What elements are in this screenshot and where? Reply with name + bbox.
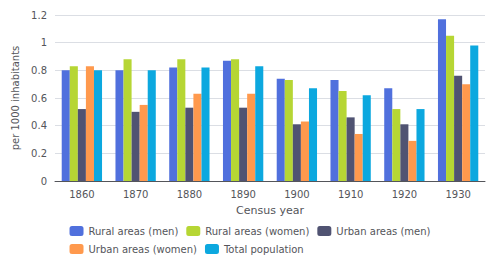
- svg-text:Urban areas (women): Urban areas (women): [89, 244, 198, 255]
- svg-text:1.2: 1.2: [31, 10, 47, 21]
- svg-text:1920: 1920: [392, 189, 417, 200]
- svg-text:per 1000 inhabitants: per 1000 inhabitants: [10, 46, 21, 151]
- svg-text:1900: 1900: [284, 189, 309, 200]
- svg-text:0: 0: [41, 176, 47, 187]
- svg-text:1930: 1930: [445, 189, 470, 200]
- svg-text:Rural areas (men): Rural areas (men): [89, 226, 179, 237]
- svg-text:Total population: Total population: [223, 244, 304, 255]
- svg-text:0.8: 0.8: [31, 65, 47, 76]
- svg-text:1860: 1860: [69, 189, 94, 200]
- svg-text:Rural areas (women): Rural areas (women): [205, 226, 309, 237]
- svg-text:0.4: 0.4: [31, 120, 47, 131]
- svg-text:0.2: 0.2: [31, 148, 47, 159]
- svg-text:0.6: 0.6: [31, 93, 47, 104]
- svg-text:1870: 1870: [123, 189, 148, 200]
- svg-text:1910: 1910: [338, 189, 363, 200]
- svg-text:1880: 1880: [177, 189, 202, 200]
- svg-text:1: 1: [41, 37, 47, 48]
- svg-text:1890: 1890: [230, 189, 255, 200]
- svg-text:Census year: Census year: [236, 204, 304, 217]
- svg-text:Urban areas (men): Urban areas (men): [336, 226, 430, 237]
